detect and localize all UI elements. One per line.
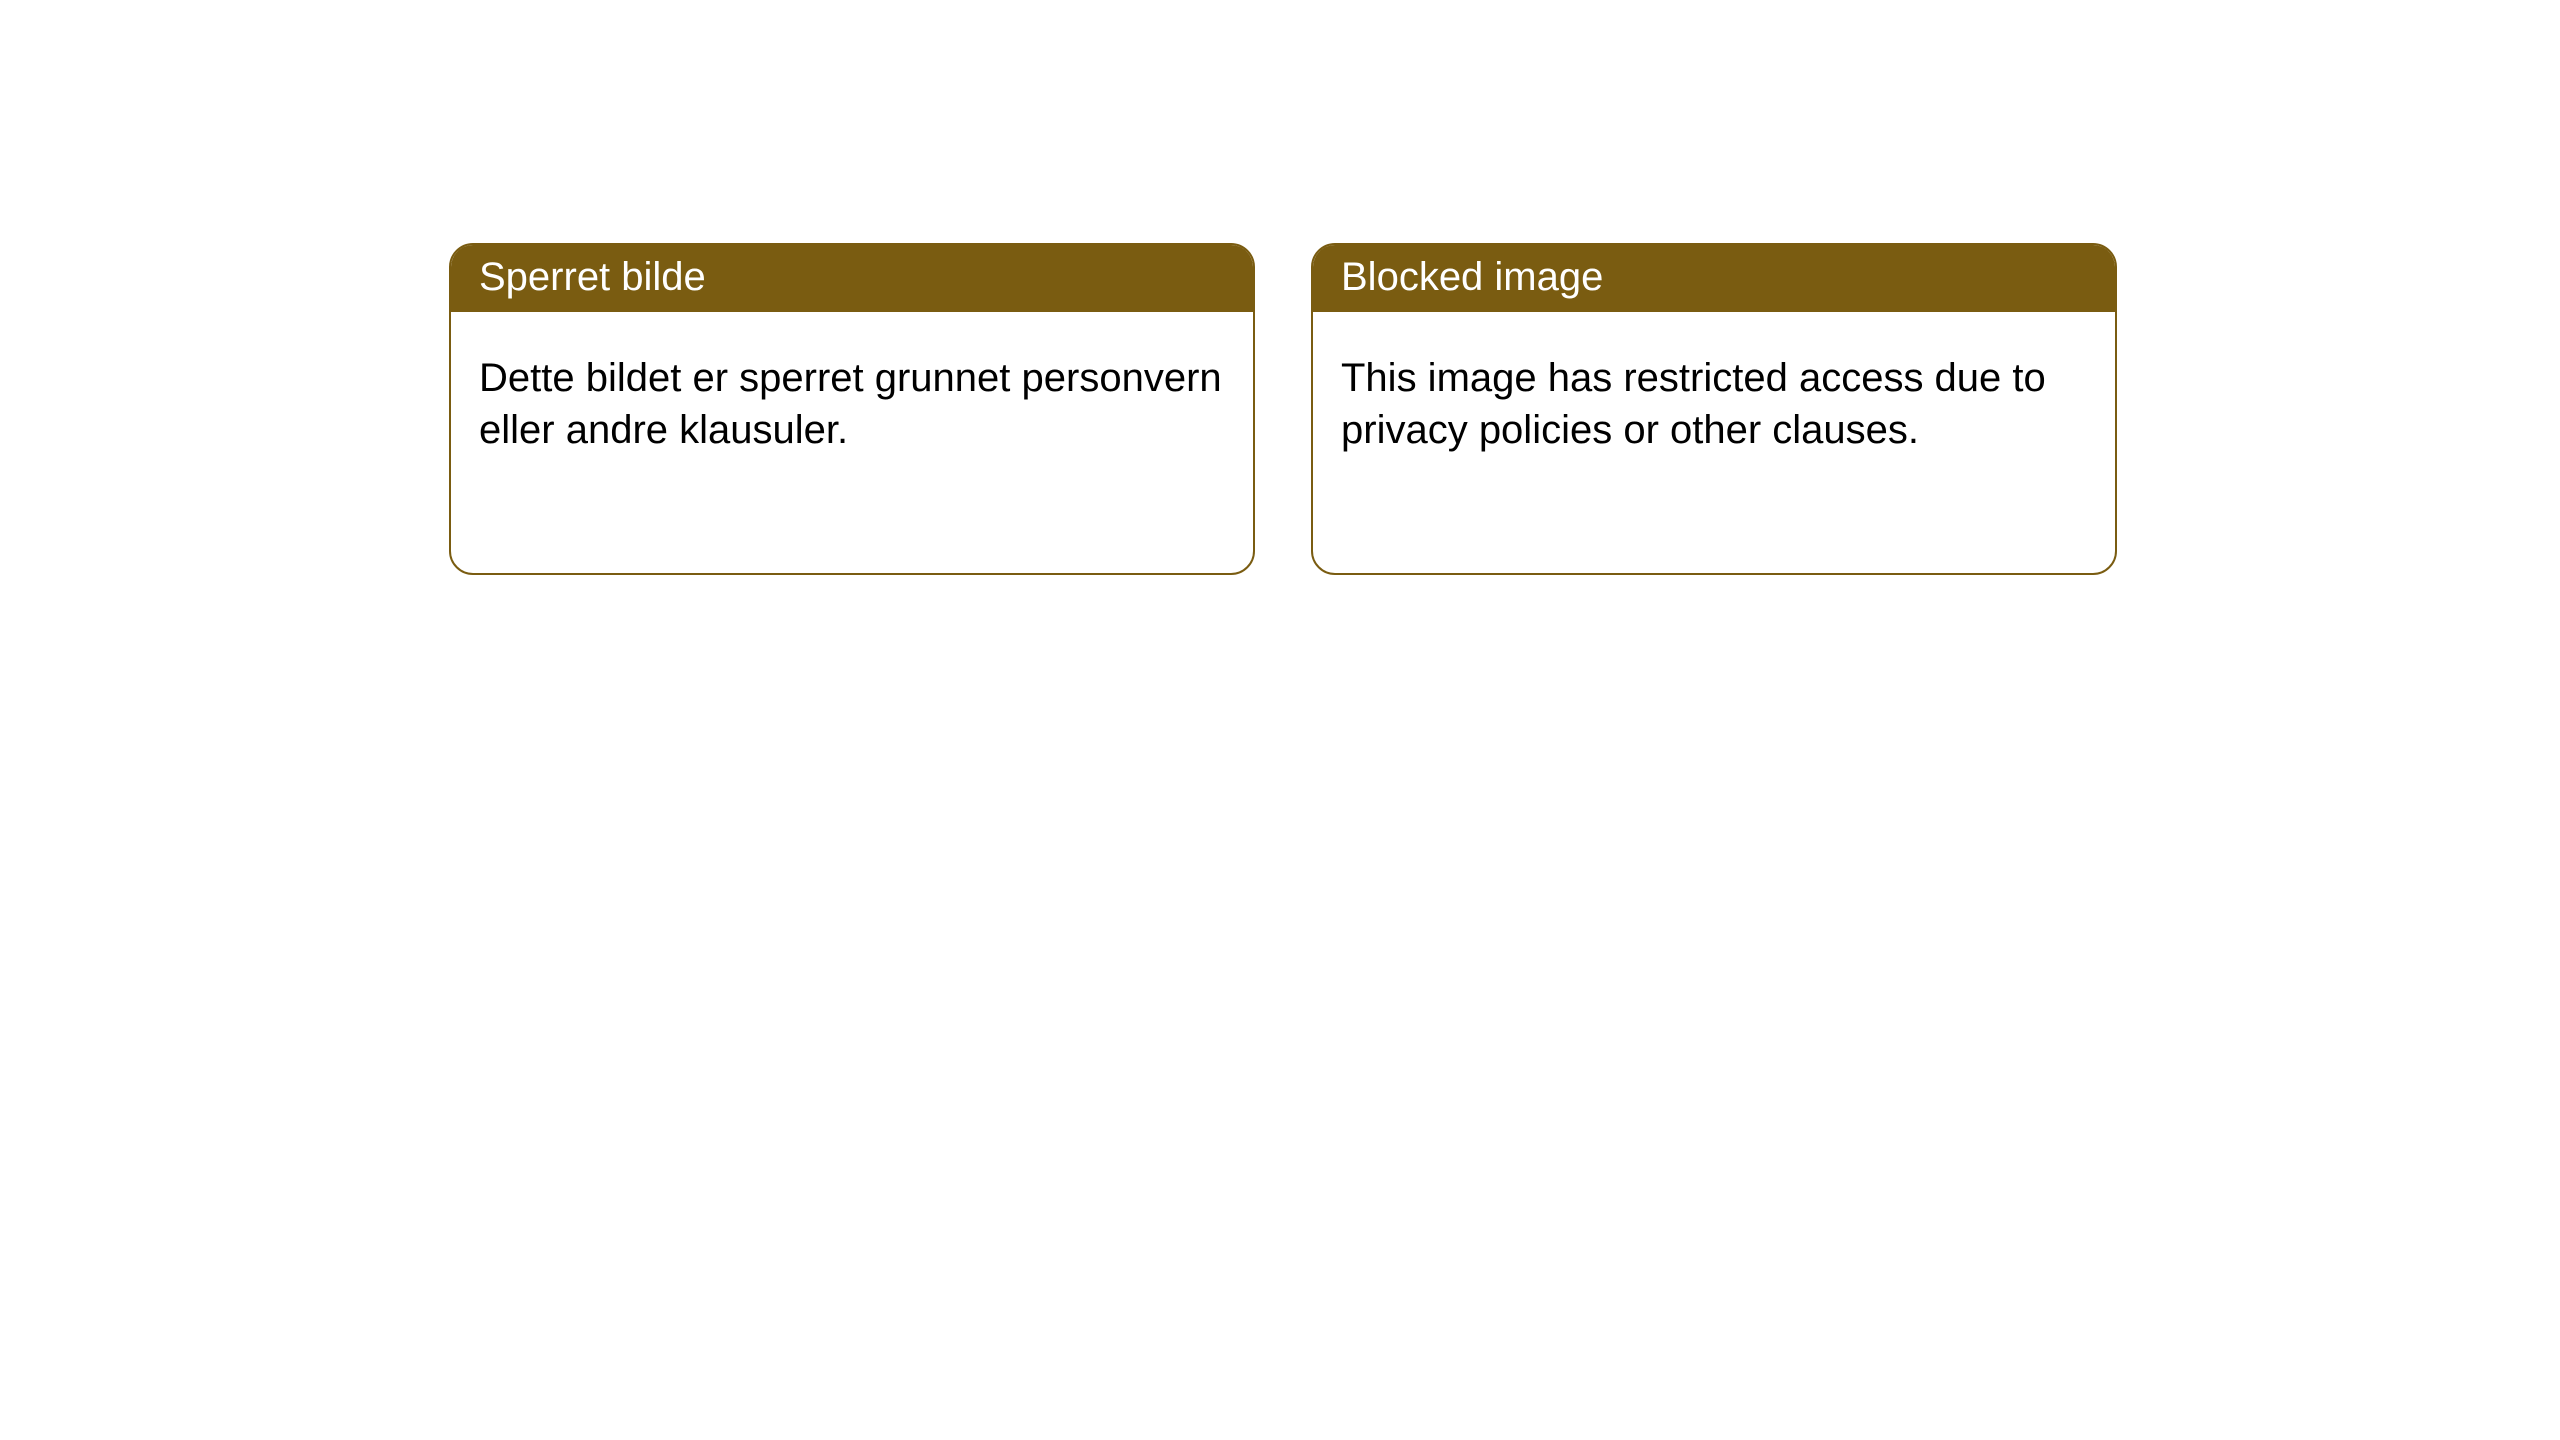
card-title: Blocked image bbox=[1313, 245, 2115, 312]
notice-cards-container: Sperret bilde Dette bildet er sperret gr… bbox=[0, 0, 2560, 575]
card-title: Sperret bilde bbox=[451, 245, 1253, 312]
card-body: Dette bildet er sperret grunnet personve… bbox=[451, 312, 1253, 496]
card-body: This image has restricted access due to … bbox=[1313, 312, 2115, 496]
blocked-image-card-no: Sperret bilde Dette bildet er sperret gr… bbox=[449, 243, 1255, 575]
blocked-image-card-en: Blocked image This image has restricted … bbox=[1311, 243, 2117, 575]
